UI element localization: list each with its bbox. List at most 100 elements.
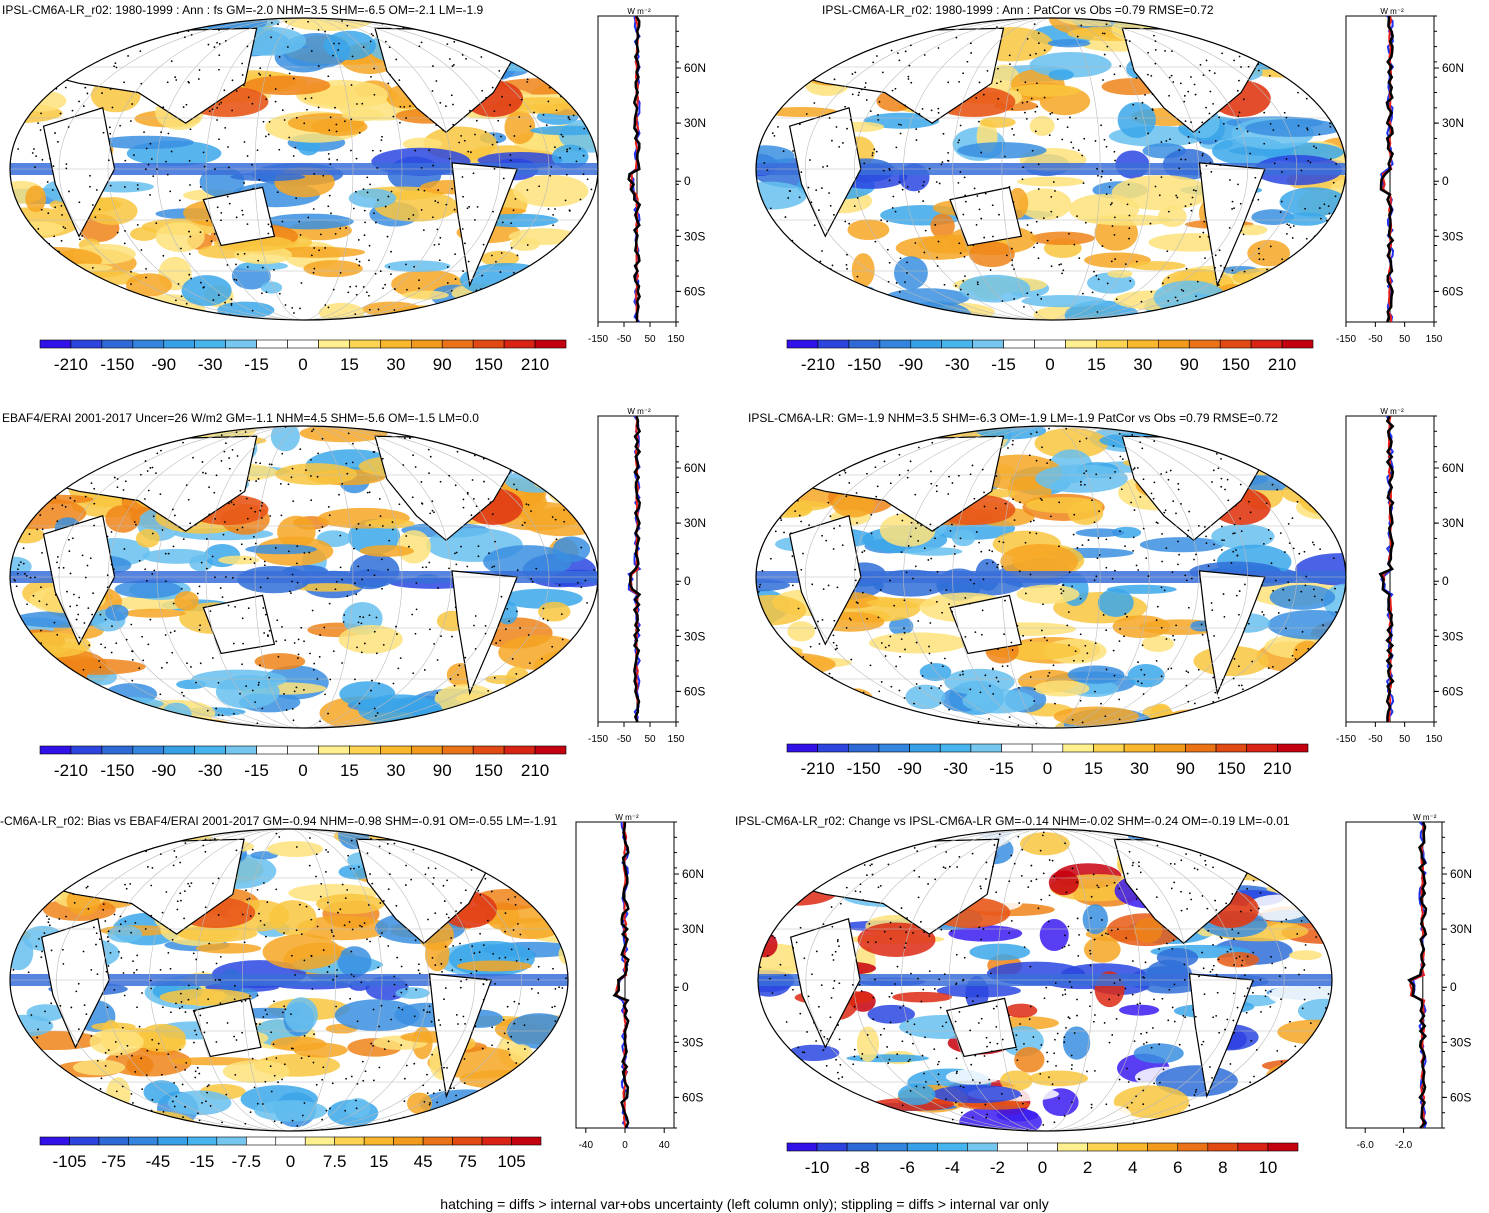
colorbar-swatch <box>1034 339 1066 349</box>
colorbar-swatch <box>1219 339 1252 349</box>
panel-4-map <box>755 425 1347 729</box>
colorbar-label: 2 <box>1083 1158 1092 1177</box>
profile-lat-label: 60N <box>684 61 706 75</box>
colorbar-label: 210 <box>1268 355 1296 374</box>
colorbar-swatch <box>1031 743 1064 753</box>
profile-xtick-label: 0 <box>622 1140 628 1151</box>
panel-4-title: IPSL-CM6A-LR: GM=-1.9 NHM=3.5 SHM=-6.3 O… <box>748 411 1278 425</box>
colorbar-swatch <box>163 339 196 349</box>
colorbar-swatch <box>225 745 257 755</box>
panel-6-colorbar: -10 -8 -6 -4 -2 0 2 4 6 8 10 <box>786 1142 1299 1177</box>
colorbar-label: 90 <box>433 761 452 780</box>
colorbar-label: -150 <box>847 759 881 778</box>
profile-xtick-label: -150 <box>1336 734 1356 745</box>
colorbar-swatch <box>846 1142 878 1152</box>
profile-lat-label: 30N <box>684 516 706 530</box>
colorbar-label: -2 <box>990 1158 1005 1177</box>
colorbar-swatch <box>511 1136 542 1146</box>
profile-curve <box>627 15 642 323</box>
panel-6-map <box>757 828 1333 1132</box>
profile-lat-label: 60N <box>1442 461 1464 475</box>
colorbar-swatch <box>997 1142 1028 1152</box>
colorbar-label: -6 <box>900 1158 915 1177</box>
colorbar-swatch <box>879 339 912 349</box>
profile-xtick-label: 50 <box>1399 334 1411 345</box>
colorbar-swatch <box>1177 1142 1209 1152</box>
colorbar-swatch <box>1267 1142 1299 1152</box>
panel-6-profile: W m⁻² 60N 30N 0 30S 60S -6.0 -2.0 <box>1345 813 1472 1151</box>
colorbar-label: -105 <box>52 1152 86 1171</box>
colorbar-swatch <box>318 745 350 755</box>
profile-xtick-label: 50 <box>644 334 656 345</box>
colorbar-swatch <box>157 1136 188 1146</box>
profile-lat-label: 60S <box>684 284 705 298</box>
colorbar-swatch <box>304 1136 336 1146</box>
colorbar-label: 4 <box>1128 1158 1137 1177</box>
colorbar-swatch <box>786 339 819 349</box>
profile-curve <box>1407 821 1428 1129</box>
colorbar-label: -30 <box>945 355 970 374</box>
colorbar-label: -4 <box>945 1158 960 1177</box>
colorbar-swatch <box>472 339 505 349</box>
colorbar-swatch <box>1123 743 1156 753</box>
colorbar-swatch <box>847 743 880 753</box>
colorbar-swatch <box>939 743 972 753</box>
colorbar-swatch <box>1246 743 1278 753</box>
profile-lat-label: 30N <box>1442 516 1464 530</box>
colorbar-swatch <box>287 745 319 755</box>
colorbar-swatch <box>98 1136 129 1146</box>
colorbar-label: 30 <box>1130 759 1149 778</box>
colorbar-label: 30 <box>386 355 405 374</box>
profile-lat-label: 0 <box>1450 980 1457 994</box>
colorbar-swatch <box>1065 339 1097 349</box>
profile-lat-label: 30S <box>684 629 705 643</box>
colorbar-swatch <box>349 339 381 349</box>
colorbar-swatch <box>534 745 567 755</box>
colorbar-swatch <box>1117 1142 1149 1152</box>
colorbar-label: -150 <box>847 355 881 374</box>
colorbar-label: 45 <box>414 1152 433 1171</box>
colorbar-swatch <box>848 339 881 349</box>
panel-5-colorbar: -105 -75 -45 -15 -7.5 0 7.5 15 45 75 105 <box>39 1136 542 1171</box>
colorbar-label: 90 <box>1176 759 1195 778</box>
colorbar-label: 0 <box>286 1152 295 1171</box>
colorbar-label: 15 <box>340 761 359 780</box>
colorbar-swatch <box>225 339 257 349</box>
colorbar-swatch <box>1001 743 1033 753</box>
colorbar-label: 0 <box>1045 355 1054 374</box>
colorbar-label: 15 <box>369 1152 388 1171</box>
colorbar-swatch <box>1096 339 1128 349</box>
profile-xtick-label: -150 <box>588 734 608 745</box>
colorbar-label: -150 <box>100 761 134 780</box>
colorbar-swatch <box>909 743 941 753</box>
colorbar-swatch <box>503 745 536 755</box>
colorbar-swatch <box>380 745 412 755</box>
colorbar-swatch <box>441 339 474 349</box>
profile-lat-label: 60S <box>1442 284 1463 298</box>
colorbar-label: -30 <box>198 355 223 374</box>
colorbar-swatch <box>334 1136 365 1146</box>
profile-lat-label: 0 <box>682 980 689 994</box>
colorbar-label: -75 <box>101 1152 126 1171</box>
panel-4-profile: W m⁻² 60N 30N 0 30S 60S -150 -50 50 150 <box>1336 407 1464 745</box>
colorbar-swatch <box>245 1136 277 1146</box>
colorbar-label: 6 <box>1173 1158 1182 1177</box>
colorbar-label: -30 <box>943 759 968 778</box>
profile-lat-label: 60S <box>1450 1090 1471 1104</box>
profile-xtick-label: 40 <box>659 1140 671 1151</box>
profile-units-label: W m⁻² <box>627 7 651 16</box>
panel-2-profile: W m⁻² 60N 30N 0 30S 60S -150 -50 50 150 <box>1336 7 1464 345</box>
profile-lat-label: 30S <box>682 1035 703 1049</box>
colorbar-label: -150 <box>100 355 134 374</box>
colorbar-label: -30 <box>198 761 223 780</box>
colorbar-swatch <box>187 1136 218 1146</box>
colorbar-swatch <box>275 1136 306 1146</box>
profile-lat-label: 30S <box>1450 1035 1471 1049</box>
panel-1-colorbar: -210 -150 -90 -30 -15 0 15 30 90 150 210 <box>39 339 567 374</box>
colorbar-label: 10 <box>1258 1158 1277 1177</box>
profile-lat-label: 30N <box>682 922 704 936</box>
colorbar-swatch <box>441 745 474 755</box>
colorbar-swatch <box>534 339 567 349</box>
colorbar-label: 15 <box>1084 759 1103 778</box>
panel-4-colorbar: -210 -150 -90 -30 -15 0 15 30 90 150 210 <box>786 743 1309 778</box>
